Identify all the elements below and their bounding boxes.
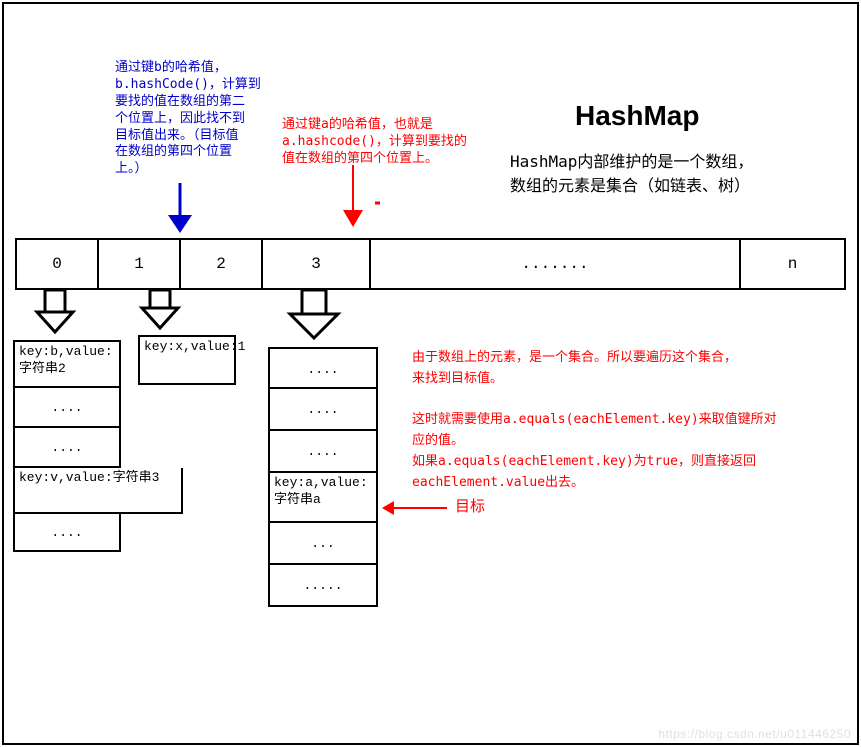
callout-equals: 由于数组上的元素，是一个集合。所以要遍历这个集合， 来找到目标值。 这时就需要使… [412, 348, 842, 494]
cb-l6: 在数组的第四个位置 [115, 144, 232, 159]
bucket-1: key:x,value:1 [138, 335, 236, 385]
array-cell-n: n [740, 239, 845, 289]
callout-key-b: 通过键b的哈希值， b.hashCode()，计算到 要找的值在数组的第二 个位… [115, 60, 285, 178]
down-arrow-3-icon [288, 290, 340, 342]
cb-l7: 上。） [115, 161, 148, 176]
bucket0-row4: .... [13, 514, 121, 552]
cb-l2: b.hashCode()，计算到 [115, 77, 261, 92]
bucket3-row5: ..... [268, 565, 378, 607]
target-arrow-icon [382, 498, 452, 518]
target-label: 目标 [455, 497, 485, 517]
callout-key-a: 通过键a的哈希值，也就是 a.hashcode()，计算到要找的 值在数组的第四… [282, 117, 482, 168]
array-cell-2: 2 [180, 239, 262, 289]
bucket0-row0: key:b,value:字符串2 [13, 340, 121, 388]
cb-l5: 目标值出来。（目标值 [115, 128, 239, 143]
description: HashMap内部维护的是一个数组， 数组的元素是集合（如链表、树） [510, 150, 753, 198]
crt-l2: a.hashcode()，计算到要找的 [282, 134, 467, 149]
watermark: https://blog.csdn.net/u011446250 [658, 727, 851, 741]
bucket-0: key:b,value:字符串2 .... .... key:v,value:字… [13, 340, 121, 552]
array-table: 0 1 2 3 ....... n [15, 238, 846, 290]
cb-l3: 要找的值在数组的第二 [115, 94, 245, 109]
bucket0-row1: .... [13, 388, 121, 428]
array-cell-dots: ....... [370, 239, 740, 289]
bucket0-row3: key:v,value:字符串3 [13, 468, 183, 514]
crr-l2: 来找到目标值。 [412, 371, 503, 386]
bucket3-row1: .... [268, 389, 378, 431]
crr-l6: eachElement.value出去。 [412, 475, 584, 490]
array-cell-3: 3 [262, 239, 370, 289]
array-cell-1: 1 [98, 239, 180, 289]
cb-l1: 通过键b的哈希值， [115, 60, 227, 75]
crt-l3: 值在数组的第四个位置上。 [282, 151, 438, 166]
bucket3-row4: ... [268, 523, 378, 565]
desc-line2: 数组的元素是集合（如链表、树） [510, 176, 750, 195]
crr-l4: 应的值。 [412, 433, 464, 448]
desc-line1: HashMap内部维护的是一个数组， [510, 152, 753, 171]
crr-l3: 这时就需要使用a.equals(eachElement.key)来取值键所对 [412, 412, 777, 427]
page-title: HashMap [575, 100, 699, 132]
array-cell-0: 0 [16, 239, 98, 289]
blue-arrow-icon [160, 183, 200, 238]
down-arrow-1-icon [140, 290, 180, 332]
bucket0-row2: .... [13, 428, 121, 468]
crt-l1: 通过键a的哈希值，也就是 [282, 117, 433, 132]
bucket-3: .... .... .... key:a,value:字符串a ... ....… [268, 347, 378, 607]
bucket1-row0: key:x,value:1 [138, 335, 236, 385]
crr-l5: 如果a.equals(eachElement.key)为true，则直接返回 [412, 454, 756, 469]
red-arrow-top-icon [325, 165, 385, 235]
bucket3-row2: .... [268, 431, 378, 473]
bucket3-row3-target: key:a,value:字符串a [268, 473, 378, 523]
down-arrow-0-icon [35, 290, 75, 336]
crr-l1: 由于数组上的元素，是一个集合。所以要遍历这个集合， [412, 350, 737, 365]
bucket3-row0: .... [268, 347, 378, 389]
cb-l4: 个位置上，因此找不到 [115, 111, 245, 126]
